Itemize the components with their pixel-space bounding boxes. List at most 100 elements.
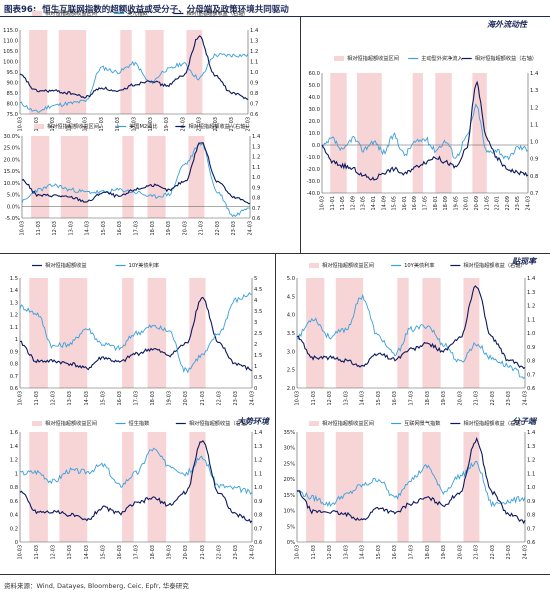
tick-label-x-flows: 22-09 <box>505 196 511 211</box>
tick-label-left-flows: 50.0 <box>308 83 320 89</box>
tick-label-left-sentiment: 30% <box>283 446 295 452</box>
tick-label-right-cn10y: 1.0 <box>527 331 535 337</box>
tick-label-right-m2: 0.7 <box>252 206 260 212</box>
legend-label-flows-0: 相对恒指超额收益区间 <box>347 54 399 62</box>
shading-band-ust10y-0 <box>29 278 48 388</box>
tick-label-left-hsi: 0.2 <box>10 526 18 532</box>
tick-label-left-sentiment: 15% <box>283 493 295 499</box>
tick-label-x-hsi: 12-03 <box>51 545 57 560</box>
tick-label-left-hsi: 0.6 <box>10 499 18 505</box>
tick-label-left-flows: -40.0 <box>307 191 320 197</box>
shading-band-usd-1 <box>58 30 87 114</box>
tick-label-left-hsi: 1.6 <box>10 430 18 436</box>
tick-label-x-sentiment: 17-03 <box>409 545 415 560</box>
tick-label-right-ust10y: 2 <box>254 342 257 348</box>
tick-label-x-m2: 14-03 <box>85 221 91 236</box>
legend-label-sentiment-2: 相对恒指超额收益（右轴） <box>463 419 525 427</box>
tick-label-x-hsi: 11-03 <box>34 545 40 560</box>
tick-label-right-sentiment: 1.4 <box>527 430 536 436</box>
tick-label-right-hsi: 0.8 <box>254 513 262 519</box>
tick-label-right-sentiment: 0.6 <box>527 540 535 546</box>
tick-label-right-flows: 1.1 <box>530 122 538 128</box>
tick-label-left-flows: 40.0 <box>308 95 320 101</box>
tick-label-x-sentiment: 24-03 <box>523 545 529 560</box>
shading-band-hsi-1 <box>59 432 88 542</box>
tick-label-x-ust10y: 14-03 <box>84 391 90 406</box>
panel-label-overseas: 海外流动性 <box>487 20 527 29</box>
tick-label-left-hsi: 1 <box>15 471 18 477</box>
tick-label-x-ust10y: 19-03 <box>167 391 173 406</box>
tick-label-x-cn10y: 18-03 <box>425 391 431 406</box>
tick-label-left-m2: 25.0% <box>4 146 21 152</box>
tick-label-x-ust10y: 18-03 <box>150 391 156 406</box>
shading-band-m2-0 <box>31 136 50 218</box>
tick-label-right-hsi: 1.3 <box>254 444 262 450</box>
tick-label-right-hsi: 0.6 <box>254 540 262 546</box>
tick-label-x-cn10y: 13-03 <box>343 391 349 406</box>
tick-label-x-flows: 18-01 <box>433 196 439 211</box>
shading-band-flows-1 <box>357 73 382 193</box>
tick-label-right-usd: 0.6 <box>250 112 258 118</box>
tick-label-right-ust10y: 0.5 <box>254 375 262 381</box>
series-line-hsi-1 <box>19 439 253 524</box>
shading-band-usd-0 <box>29 30 48 114</box>
tick-label-x-hsi: 15-03 <box>100 545 106 560</box>
tick-label-right-cn10y: 1.1 <box>527 317 535 323</box>
tick-label-left-ust10y: 1 <box>15 337 18 343</box>
tick-label-x-ust10y: 17-03 <box>134 391 140 406</box>
tick-label-x-ust10y: 23-03 <box>233 391 239 406</box>
tick-label-x-hsi: 18-03 <box>150 545 156 560</box>
tick-label-x-ust10y: 11-03 <box>34 391 40 406</box>
tick-label-x-hsi: 17-03 <box>134 545 140 560</box>
section-divider <box>0 253 550 254</box>
tick-label-right-ust10y: 4 <box>254 298 258 304</box>
tick-label-right-sentiment: 1.3 <box>527 444 535 450</box>
tick-label-right-m2: 0.9 <box>252 185 260 191</box>
tick-label-x-hsi: 14-03 <box>84 545 90 560</box>
panel-label-macro: 大势环境 <box>237 417 269 426</box>
shading-band-sentiment-0 <box>306 432 325 542</box>
tick-label-x-sentiment: 23-03 <box>506 545 512 560</box>
tick-label-x-cn10y: 17-03 <box>409 391 415 406</box>
tick-label-x-flows: 19-05 <box>453 196 459 211</box>
series-line-m2-1 <box>21 142 251 205</box>
tick-label-x-hsi: 20-03 <box>183 545 189 560</box>
shading-band-hsi-0 <box>29 432 48 542</box>
tick-label-x-sentiment: 20-03 <box>457 545 463 560</box>
shading-band-cn10y-1 <box>335 278 364 388</box>
tick-label-left-usd: 105.0 <box>3 49 18 55</box>
tick-label-x-flows: 21-05 <box>484 196 490 211</box>
tick-label-x-usd: 18-03 <box>148 117 154 132</box>
legend-swatch-cn10y-0 <box>309 263 319 268</box>
tick-label-left-cn10y: 4.0 <box>287 313 295 319</box>
tick-label-x-m2: 12-03 <box>52 221 58 236</box>
tick-label-left-usd: 100.0 <box>3 60 18 66</box>
tick-label-right-m2: 1.3 <box>252 144 260 150</box>
tick-label-right-cn10y: 1.3 <box>527 290 535 296</box>
tick-label-right-usd: 1.0 <box>250 70 258 76</box>
legend-label-cn10y-1: 10Y美债利率 <box>404 261 435 269</box>
tick-label-right-usd: 1.4 <box>250 28 259 34</box>
tick-label-x-usd: 10-03 <box>18 117 24 132</box>
tick-label-x-flows: 20-01 <box>464 196 470 211</box>
tick-label-right-flows: 0.8 <box>530 174 538 180</box>
figure-title: 图表96: 恒生互联网指数的超额收益或受分子、分母端及政策环境共同驱动 <box>4 3 289 15</box>
tick-label-right-flows: 0.7 <box>530 191 538 197</box>
series-line-sentiment-1 <box>296 436 526 525</box>
tick-label-x-sentiment: 15-03 <box>376 545 382 560</box>
tick-label-x-cn10y: 24-03 <box>523 391 529 406</box>
legend-label-cn10y-0: 相对恒指超额收益区间 <box>322 261 374 269</box>
tick-label-x-sentiment: 14-03 <box>360 545 366 560</box>
tick-label-x-sentiment: 13-03 <box>343 545 349 560</box>
tick-label-right-cn10y: 0.6 <box>527 386 535 392</box>
tick-label-left-usd: 95.0 <box>6 70 18 76</box>
legend-label-flows-2: 相对恒指超额收益（右轴） <box>475 54 537 62</box>
legend-label-m2-2: 相对恒指超额收益（右轴） <box>188 122 250 130</box>
series-line-hsi-0 <box>19 447 253 496</box>
tick-label-x-usd: 13-03 <box>66 117 72 132</box>
tick-label-right-cn10y: 0.9 <box>527 345 535 351</box>
shading-band-ust10y-1 <box>59 278 88 388</box>
tick-label-right-m2: 0.8 <box>252 196 260 202</box>
legend-label-m2-0: 相对恒指超额收益区间 <box>47 122 99 130</box>
tick-label-left-sentiment: 20% <box>283 477 295 483</box>
